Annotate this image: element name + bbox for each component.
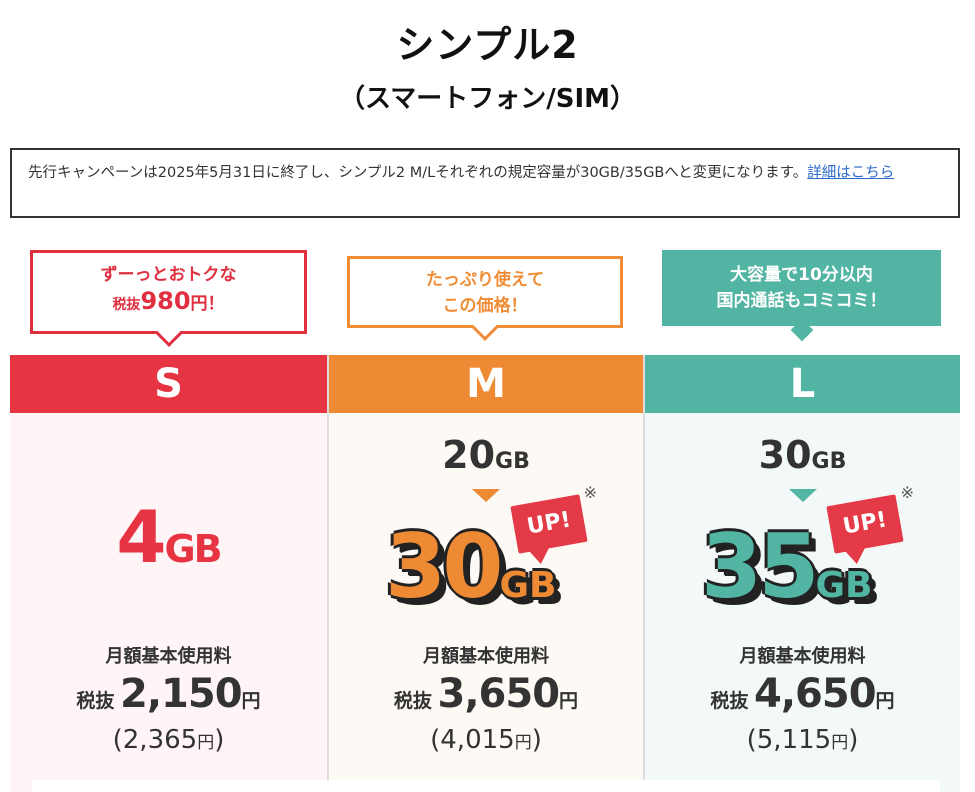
plan-s-fee-label: 月額基本使用料 <box>105 646 232 667</box>
plan-column-m: M 20GB ※ UP! 30GB 月額基本使用料 税抜 3,650円 (4,0… <box>327 355 643 792</box>
callout-m-line1: たっぷり使えて <box>425 270 545 290</box>
details-card-top <box>32 780 940 792</box>
plan-l-callout: 大容量で10分以内 国内通話もコミコミ！ <box>662 250 941 326</box>
details-link[interactable]: 詳細はこちら <box>807 165 895 181</box>
plan-m-note-mark: ※ <box>583 483 597 502</box>
callout-s-line2: 税抜980円！ <box>112 287 225 315</box>
arrow-down-icon <box>472 489 500 502</box>
plan-s-price-tax-in: (2,365円) <box>112 725 225 755</box>
callout-l-line1: 大容量で10分以内 <box>730 265 873 285</box>
plan-l-new-capacity: 35GB <box>701 515 873 618</box>
plan-s-header: S <box>10 355 327 413</box>
plan-l-fee-label: 月額基本使用料 <box>739 646 866 667</box>
plan-s-price: 税抜 2,150円 <box>76 671 261 717</box>
plan-m-price-tax-in: (4,015円) <box>430 725 542 755</box>
plan-m-header: M <box>329 355 643 413</box>
plan-m-new-capacity: 30GB <box>385 515 557 618</box>
plan-s-capacity: 4GB <box>116 495 222 579</box>
plan-m-fee-label: 月額基本使用料 <box>423 646 549 667</box>
campaign-notice: 先行キャンペーンは2025年5月31日に終了し、シンプル2 M/Lそれぞれの規定… <box>10 148 960 218</box>
plan-l-price: 税抜 4,650円 <box>710 671 895 717</box>
notice-text: 先行キャンペーンは2025年5月31日に終了し、シンプル2 M/Lそれぞれの規定… <box>28 165 808 181</box>
callout-m-line2: この価格！ <box>442 296 528 316</box>
plan-l-header: L <box>645 355 960 413</box>
plan-m-price: 税抜 3,650円 <box>393 671 579 717</box>
plan-m-old-capacity: 20GB <box>442 433 530 477</box>
plan-column-l: L 30GB ※ UP! 35GB 月額基本使用料 税抜 4,650円 (5,1… <box>643 355 960 792</box>
callout-s-line1: ずーっとおトクな <box>100 265 237 285</box>
plan-column-s: S 4GB 月額基本使用料 税抜 2,150円 (2,365円) <box>10 355 327 792</box>
plan-l-price-tax-in: (5,115円) <box>746 725 859 755</box>
plan-l-note-mark: ※ <box>900 483 914 502</box>
plan-m-callout: たっぷり使えて この価格！ <box>347 256 623 328</box>
callout-l-line2: 国内通話もコミコミ！ <box>716 291 887 311</box>
page-subtitle: （スマートフォン/SIM） <box>339 84 636 114</box>
plan-s-callout: ずーっとおトクな 税抜980円！ <box>30 250 307 334</box>
plan-l-old-capacity: 30GB <box>758 433 847 477</box>
arrow-down-icon <box>788 489 817 502</box>
page-title: シンプル2 <box>396 23 579 67</box>
